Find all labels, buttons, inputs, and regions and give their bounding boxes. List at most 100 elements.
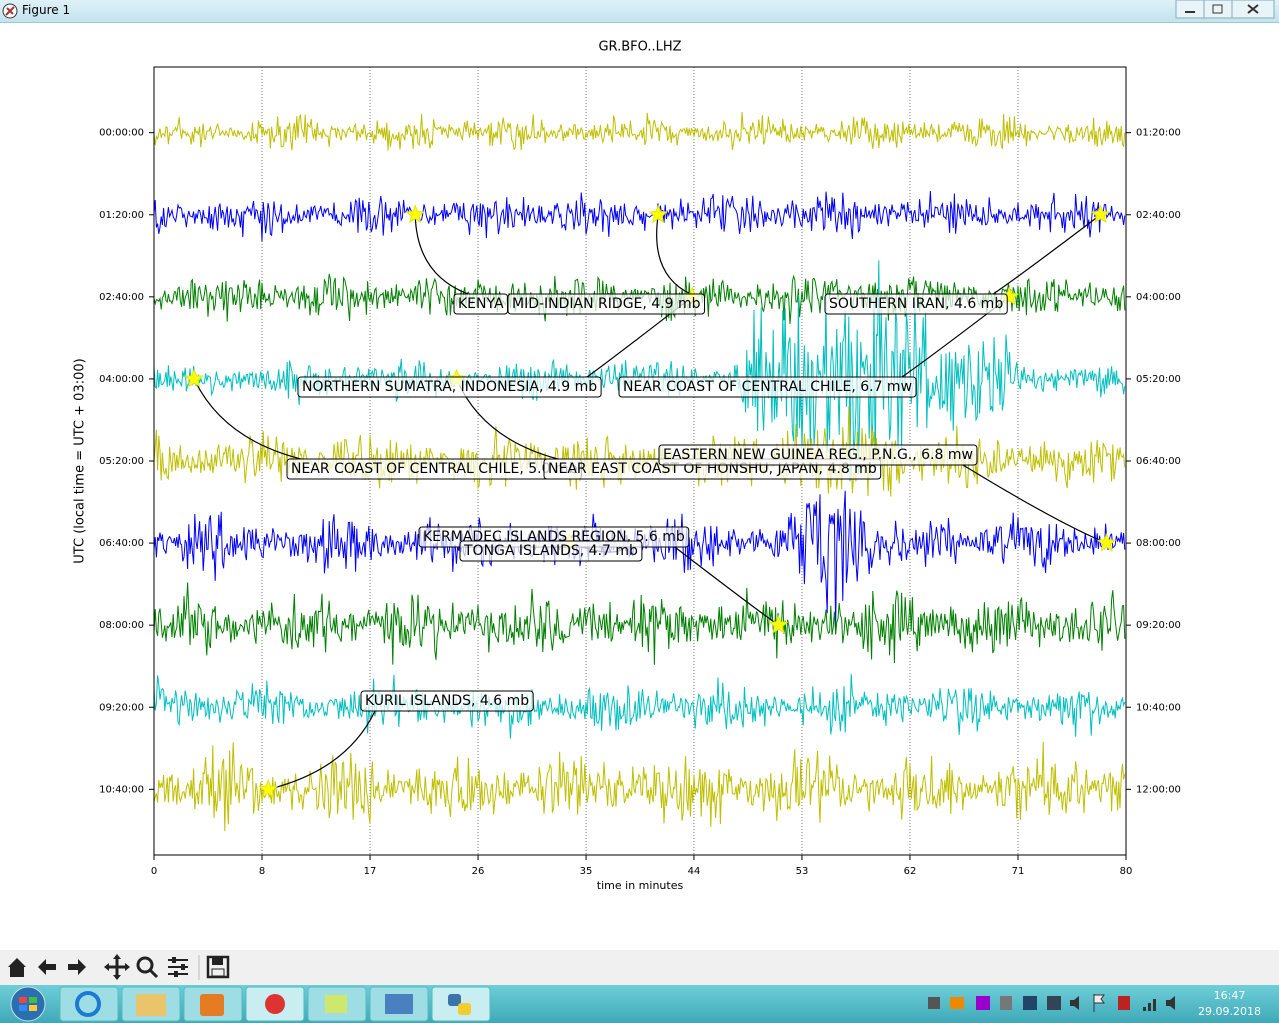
annotation: EASTERN NEW GUINEA REG., P.N.G., 6.8 mw [658, 444, 978, 466]
figure-canvas: GR.BFO..LHZ time in minutes UTC (local t… [73, 40, 1181, 893]
annotation-label: EASTERN NEW GUINEA REG., P.N.G., 6.8 mw [663, 447, 973, 463]
x-tick-label: 71 [1012, 866, 1025, 877]
taskbar-app[interactable] [245, 986, 305, 1022]
y2-tick-label: 06:40:00 [1136, 456, 1181, 467]
y2-tick-label: 05:20:00 [1136, 374, 1181, 385]
annotation-label: KENYA [458, 296, 504, 312]
annotation-label: TONGA ISLANDS, 4.7 mb [463, 543, 638, 559]
seismogram-trace [154, 741, 1126, 832]
annotation: KENYA [453, 293, 509, 315]
y2-tick-label: 10:40:00 [1136, 702, 1181, 713]
y-tick-label: 00:00:00 [99, 128, 144, 139]
minimize-button[interactable] [1175, 0, 1205, 19]
event-star [405, 204, 426, 224]
event-star [258, 778, 279, 798]
x-axis-label: time in minutes [597, 879, 684, 892]
annotation-label: NEAR COAST OF CENTRAL CHILE, 5.0 mb [291, 461, 578, 477]
annotation-box [658, 444, 978, 466]
back-button[interactable] [38, 959, 56, 975]
y2-tick-label: 08:00:00 [1136, 538, 1181, 549]
event-star [1090, 204, 1111, 224]
window-controls[interactable] [1175, 0, 1275, 20]
x-tick-label: 44 [688, 866, 701, 877]
clock: 16:47 29.09.2018 [1198, 989, 1261, 1018]
taskbar-app[interactable] [307, 986, 367, 1022]
title-bar: Figure 1 [0, 0, 1279, 23]
home-button[interactable] [8, 958, 26, 977]
annotation-connectors [193, 214, 1107, 790]
y2-tick-label: 01:20:00 [1136, 128, 1181, 139]
annotation: NEAR COAST OF CENTRAL CHILE, 5.0 mb [286, 458, 582, 480]
y-tick-label: 09:20:00 [99, 702, 144, 713]
plot-frame [153, 66, 1127, 856]
x-tick-label: 0 [151, 866, 157, 877]
toolbar-icons [8, 954, 230, 980]
clock-date: 29.09.2018 [1198, 1005, 1261, 1018]
annotation-connector [193, 378, 302, 460]
x-tick-label: 26 [472, 866, 485, 877]
x-tick-label: 80 [1120, 866, 1133, 877]
taskbar-app[interactable] [59, 986, 119, 1022]
annotation-box [459, 540, 643, 562]
annotation-box [297, 376, 602, 398]
y2-tick-label: 12:00:00 [1136, 784, 1181, 795]
annotation: MID-INDIAN RIDGE, 4.9 mb [507, 293, 706, 315]
app-icon [2, 3, 18, 19]
seismogram-trace [154, 673, 1126, 739]
y-tick-label: 01:20:00 [99, 210, 144, 221]
y-tick-label: 02:40:00 [99, 292, 144, 303]
seismogram-trace [154, 112, 1126, 151]
x-tick-label: 62 [904, 866, 917, 877]
tray-icons[interactable] [928, 994, 1175, 1012]
annotation-boxes: KENYA MID-INDIAN RIDGE, 4.9 mb SOUTHERN IR… [286, 293, 1008, 712]
annotation-label: SOUTHERN IRAN, 4.6 mb [829, 296, 1003, 312]
x-tick-label: 17 [364, 866, 377, 877]
annotation: SOUTHERN IRAN, 4.6 mb [824, 293, 1008, 315]
event-star [184, 368, 204, 388]
y2-tick-label: 04:00:00 [1136, 292, 1181, 303]
configure-button[interactable] [168, 957, 188, 977]
taskbar-app[interactable] [431, 986, 491, 1022]
figure-window: Figure 1 GR.BFO..LHZ time in minutes UTC… [0, 0, 1279, 985]
y-axis-label: UTC (local time = UTC + 03:00) [73, 358, 88, 563]
window-title: Figure 1 [22, 3, 71, 17]
annotation: NORTHERN SUMATRA, INDONESIA, 4.9 mb [297, 376, 602, 398]
annotation-box [824, 293, 1008, 315]
seismogram-trace [154, 406, 1126, 497]
event-star [1096, 532, 1117, 552]
annotation-box [360, 690, 534, 712]
x-tick-label: 35 [580, 866, 593, 877]
x-tick-label: 53 [796, 866, 809, 877]
annotation-label: NEAR COAST OF CENTRAL CHILE, 6.7 mw [623, 379, 912, 395]
taskbar: 16:47 29.09.2018 [0, 985, 1279, 1023]
y-tick-label: 05:20:00 [99, 456, 144, 467]
annotation-connector [992, 214, 1101, 295]
forward-button[interactable] [68, 959, 86, 975]
annotation-connector [414, 214, 469, 295]
annotation-box [618, 376, 917, 398]
taskbar-app[interactable] [369, 986, 429, 1022]
taskbar-app[interactable] [183, 986, 243, 1022]
annotation-connector [674, 546, 779, 626]
annotation-label: KURIL ISLANDS, 4.6 mb [365, 693, 529, 709]
y-tick-label: 06:40:00 [99, 538, 144, 549]
annotation-label: MID-INDIAN RIDGE, 4.9 mb [512, 296, 701, 312]
restore-button[interactable] [1203, 0, 1233, 19]
y-tick-label: 08:00:00 [99, 620, 144, 631]
y-tick-label: 10:40:00 [99, 784, 144, 795]
annotation-connector [962, 464, 1107, 544]
toolbar [0, 950, 1279, 985]
save-button[interactable] [206, 955, 230, 979]
annotation: NEAR COAST OF CENTRAL CHILE, 6.7 mw [618, 376, 917, 398]
start-button[interactable] [10, 986, 46, 1022]
annotation-label: NORTHERN SUMATRA, INDONESIA, 4.9 mb [302, 379, 597, 395]
x-tick-label: 8 [259, 866, 265, 877]
event-star [768, 614, 789, 634]
taskbar-app[interactable] [121, 986, 181, 1022]
zoom-button[interactable] [136, 956, 159, 979]
pan-button[interactable] [104, 954, 130, 980]
seismogram-trace [154, 582, 1126, 665]
annotation-connector [268, 710, 376, 790]
annotation-connector [656, 214, 691, 295]
